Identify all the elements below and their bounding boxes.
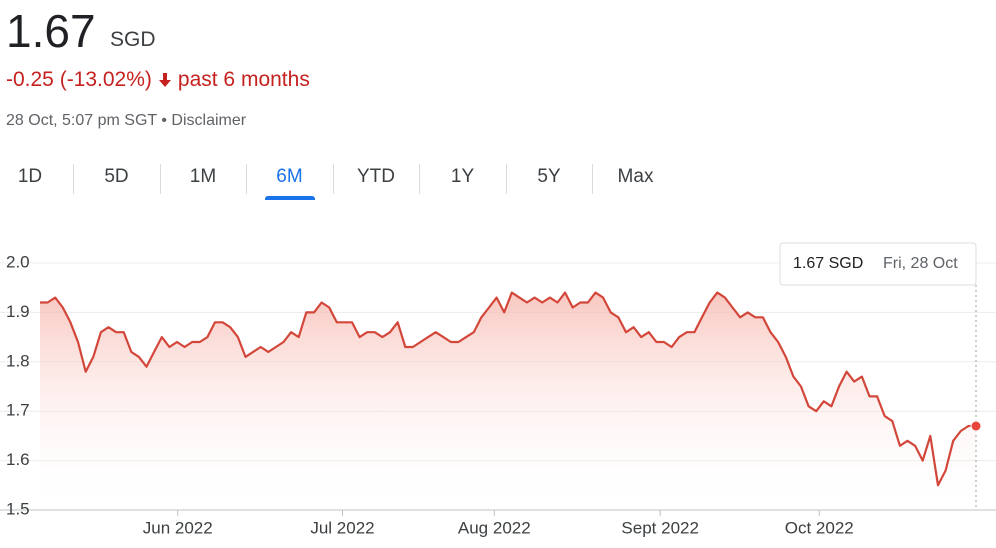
- price: 1.67: [6, 5, 96, 57]
- tooltip-box: [779, 242, 977, 286]
- separator: •: [161, 112, 167, 129]
- x-tick-label: Jun 2022: [143, 518, 213, 537]
- y-tick-label: 1.7: [6, 401, 30, 420]
- y-tick-label: 1.6: [6, 450, 30, 469]
- tab-separator: [73, 164, 74, 194]
- x-tick-label: Oct 2022: [785, 518, 854, 537]
- tab-separator: [159, 164, 161, 194]
- active-indicator: [264, 196, 315, 200]
- range-tab[interactable]: 5D: [104, 166, 129, 187]
- range-tab[interactable]: 1D: [17, 166, 43, 187]
- tab-separator: [246, 164, 247, 194]
- tooltip-value: 1.67 SGD: [793, 255, 863, 272]
- tab-separator: [505, 164, 507, 194]
- down-arrow: [158, 73, 171, 87]
- disclaimer[interactable]: Disclaimer: [171, 112, 247, 129]
- x-tick-label: Aug 2022: [458, 518, 531, 537]
- y-tick-label: 1.9: [6, 302, 30, 321]
- y-tick-label: 2.0: [6, 252, 30, 271]
- period: past 6 months: [177, 68, 310, 91]
- x-tick-label: Sept 2022: [621, 518, 699, 537]
- change-row: -0.25 (-13.02%) past 6 months: [6, 68, 310, 92]
- tab-separator: [419, 164, 420, 194]
- y-tick-label: 1.8: [6, 351, 30, 370]
- range-tab[interactable]: YTD: [357, 166, 395, 187]
- range-tab[interactable]: 1M: [189, 166, 217, 187]
- currency: SGD: [110, 28, 156, 51]
- x-tick-label: Jul 2022: [310, 518, 374, 537]
- tab-separator: [592, 164, 593, 194]
- tab-separator: [332, 164, 334, 194]
- last-point: [970, 420, 982, 432]
- y-tick-label: 1.5: [6, 499, 30, 518]
- range-tab[interactable]: 5Y: [537, 166, 561, 187]
- timestamp-row: 28 Oct, 5:07 pm SGT • Disclaimer: [6, 112, 246, 130]
- tooltip-date: Fri, 28 Oct: [883, 255, 958, 272]
- range-tab[interactable]: 1Y: [450, 166, 475, 187]
- range-tab[interactable]: Max: [617, 166, 654, 187]
- area: [40, 292, 976, 510]
- price-line: [40, 291, 976, 487]
- change: -0.25 (-13.02%): [6, 68, 152, 91]
- timestamp: 28 Oct, 5:07 pm SGT: [6, 112, 157, 129]
- range-tab[interactable]: 6M: [276, 166, 303, 187]
